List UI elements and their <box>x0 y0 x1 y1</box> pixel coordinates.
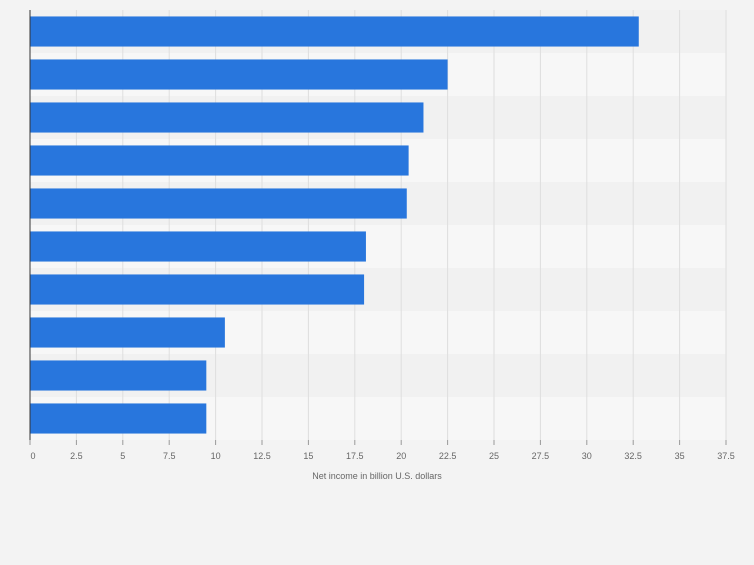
x-tick-label: 37.5 <box>717 451 735 461</box>
x-tick-label: 22.5 <box>439 451 457 461</box>
x-tick-label: 2.5 <box>70 451 83 461</box>
x-tick-label: 7.5 <box>163 451 176 461</box>
x-tick-label: 17.5 <box>346 451 364 461</box>
x-tick-label: 27.5 <box>532 451 550 461</box>
x-tick-label: 32.5 <box>624 451 642 461</box>
x-tick-label: 12.5 <box>253 451 271 461</box>
x-axis-title: Net income in billion U.S. dollars <box>312 471 442 481</box>
bar[interactable] <box>30 317 225 348</box>
x-tick-label: 30 <box>582 451 592 461</box>
bars <box>30 16 639 434</box>
x-tick-label: 15 <box>303 451 313 461</box>
x-axis: 0 2.5 5 7.5 10 12.5 15 17.5 20 22.5 25 27.5 30 32.5 35… <box>29 10 735 461</box>
bar[interactable] <box>30 59 448 90</box>
x-tick-label: 35 <box>675 451 685 461</box>
bar[interactable] <box>30 145 409 176</box>
x-tick-label: 10 <box>211 451 221 461</box>
bar[interactable] <box>30 16 639 47</box>
bar[interactable] <box>30 188 407 219</box>
bar[interactable] <box>30 231 366 262</box>
x-tick-label: 5 <box>120 451 125 461</box>
x-tick-label: 20 <box>396 451 406 461</box>
x-tick-label: 0 <box>30 451 35 461</box>
bar[interactable] <box>30 360 207 391</box>
bar[interactable] <box>30 403 207 434</box>
x-tick-label: 25 <box>489 451 499 461</box>
bar[interactable] <box>30 274 365 305</box>
bar[interactable] <box>30 102 424 133</box>
